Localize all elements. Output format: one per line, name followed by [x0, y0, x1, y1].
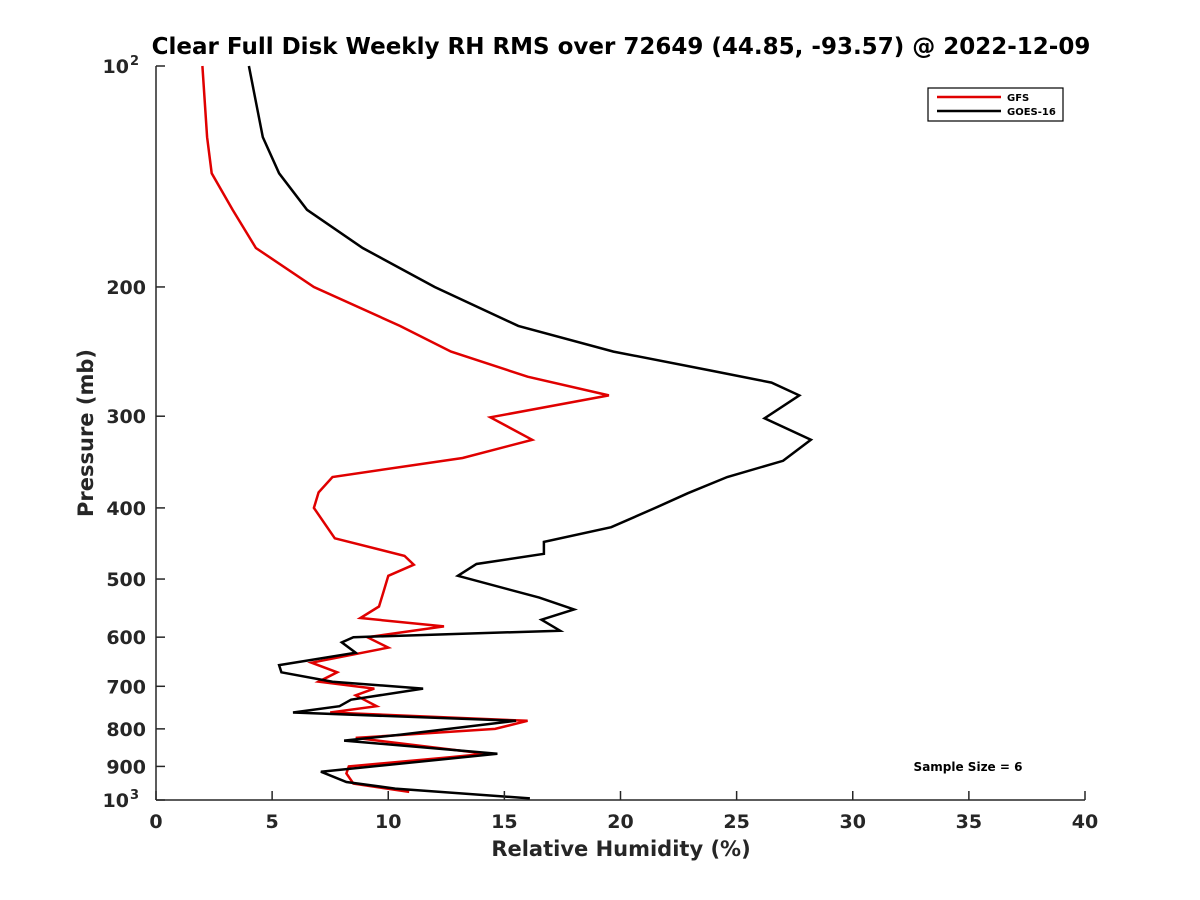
- legend: GFS GOES-16: [927, 87, 1064, 122]
- y-tick-label: 10: [103, 790, 129, 812]
- x-tick-label: 0: [149, 811, 162, 833]
- x-tick-label: 15: [491, 811, 517, 833]
- x-tick-label: 10: [375, 811, 401, 833]
- y-tick-label: 700: [106, 676, 146, 698]
- chart-title: Clear Full Disk Weekly RH RMS over 72649…: [152, 34, 1091, 60]
- y-tick-label: 400: [106, 498, 146, 520]
- x-axis-ticks: 0 5 10 15 20 25 30 35 40: [149, 791, 1098, 833]
- y-tick-label: 300: [106, 406, 146, 428]
- series-line-goes16: [247, 65, 814, 800]
- y-tick-label: 800: [106, 719, 146, 741]
- legend-box: [927, 87, 1064, 122]
- x-axis-label: Relative Humidity (%): [491, 837, 750, 861]
- y-tick-exponent: 3: [130, 788, 139, 803]
- y-tick-label: 500: [106, 569, 146, 591]
- x-tick-label: 5: [266, 811, 279, 833]
- y-tick-label: 600: [106, 627, 146, 649]
- plot-area: [156, 66, 1085, 800]
- series-line-gfs: [201, 65, 610, 794]
- x-tick-label: 30: [840, 811, 866, 833]
- y-tick-label: 10: [103, 56, 129, 78]
- y-tick-exponent: 2: [130, 54, 139, 69]
- x-tick-label: 20: [607, 811, 633, 833]
- series-layer: [201, 65, 814, 800]
- x-tick-label: 25: [723, 811, 749, 833]
- sample-size-annotation: Sample Size = 6: [914, 760, 1023, 774]
- y-tick-label: 900: [106, 756, 146, 778]
- x-tick-label: 40: [1072, 811, 1098, 833]
- x-tick-label: 35: [956, 811, 982, 833]
- legend-label-gfs: GFS: [1007, 93, 1029, 104]
- y-tick-label: 200: [106, 277, 146, 299]
- legend-label-goes16: GOES-16: [1007, 107, 1056, 118]
- y-axis-label: Pressure (mb): [74, 349, 98, 517]
